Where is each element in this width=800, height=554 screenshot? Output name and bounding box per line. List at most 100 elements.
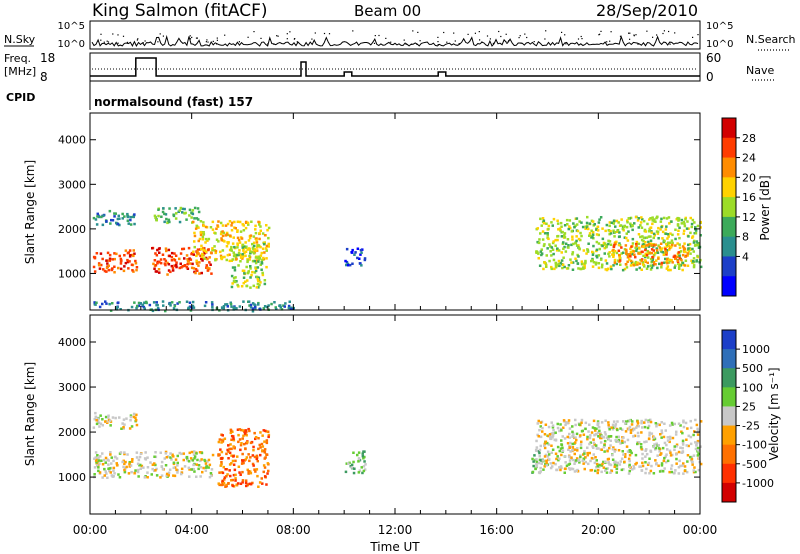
data-cell: [649, 469, 653, 473]
data-cell: [146, 456, 149, 459]
data-cell: [263, 279, 267, 282]
nsearch-point: [635, 34, 637, 36]
nsearch-point: [405, 43, 407, 45]
data-cell: [687, 247, 690, 250]
data-cell: [204, 237, 208, 241]
data-cell: [259, 225, 262, 228]
data-cell: [136, 470, 140, 474]
data-cell: [102, 268, 105, 271]
data-cell: [639, 224, 642, 227]
data-cell: [196, 207, 200, 210]
data-cell: [225, 258, 228, 262]
data-cell: [580, 221, 583, 224]
data-cell: [257, 303, 260, 306]
data-cell: [551, 436, 554, 439]
data-cell: [534, 467, 537, 471]
data-cell: [363, 460, 366, 463]
data-cell: [239, 482, 243, 485]
data-cell: [628, 425, 632, 429]
data-cell: [644, 455, 647, 458]
data-cell: [243, 272, 246, 275]
data-cell: [629, 259, 633, 263]
nsearch-tick-bottom: 10^0: [706, 39, 733, 50]
data-cell: [244, 250, 248, 253]
data-cell: [561, 449, 565, 452]
data-cell: [586, 451, 589, 455]
data-cell: [204, 469, 208, 472]
data-cell: [628, 253, 632, 256]
data-cell: [686, 454, 690, 457]
data-cell: [119, 308, 122, 311]
data-cell: [660, 263, 663, 266]
data-cell: [674, 433, 678, 436]
data-cell: [96, 215, 99, 218]
data-cell: [538, 428, 541, 432]
data-cell: [592, 244, 595, 248]
data-cell: [579, 446, 583, 450]
data-cell: [642, 219, 646, 223]
data-cell: [678, 257, 682, 260]
data-cell: [658, 423, 661, 427]
data-cell: [632, 435, 635, 438]
data-cell: [628, 465, 632, 469]
data-cell: [112, 469, 115, 472]
data-cell: [573, 462, 576, 465]
data-cell: [540, 253, 543, 257]
data-cell: [173, 466, 177, 469]
data-cell: [563, 437, 567, 440]
data-cell: [596, 225, 599, 229]
data-cell: [696, 428, 700, 432]
data-cell: [170, 301, 174, 304]
data-cell: [171, 266, 175, 270]
data-cell: [683, 469, 687, 473]
data-cell: [94, 459, 98, 462]
data-cell: [613, 463, 617, 466]
data-cell: [198, 261, 201, 264]
data-cell: [234, 473, 237, 477]
data-cell: [230, 285, 234, 289]
data-cell: [603, 460, 607, 463]
data-cell: [642, 421, 646, 424]
data-cell: [95, 461, 98, 464]
data-cell: [652, 261, 656, 264]
data-cell: [560, 466, 563, 470]
data-cell: [97, 456, 100, 460]
data-cell: [540, 252, 544, 255]
data-cell: [363, 468, 367, 471]
data-cell: [664, 228, 668, 231]
data-cell: [554, 261, 557, 265]
data-cell: [683, 224, 687, 228]
data-cell: [692, 260, 695, 263]
nsearch-point: [599, 33, 601, 35]
data-cell: [677, 266, 681, 269]
data-cell: [541, 217, 545, 220]
data-cell: [611, 423, 615, 427]
data-cell: [699, 445, 702, 448]
data-cell: [246, 279, 249, 282]
data-cell: [126, 215, 130, 218]
nsearch-point: [545, 30, 547, 32]
data-cell: [202, 246, 205, 250]
data-cell: [654, 243, 657, 246]
data-cell: [557, 259, 561, 263]
data-cell: [165, 456, 169, 459]
data-cell: [166, 273, 169, 276]
data-cell: [651, 256, 654, 259]
nsearch-point: [205, 41, 207, 43]
data-cell: [565, 218, 569, 222]
data-cell: [566, 238, 570, 241]
data-cell: [230, 259, 233, 262]
data-cell: [557, 228, 560, 231]
data-cell: [93, 270, 97, 273]
data-cell: [580, 440, 583, 444]
data-cell: [210, 474, 213, 477]
data-cell: [597, 425, 601, 429]
data-cell: [658, 470, 662, 473]
data-cell: [132, 249, 135, 252]
data-cell: [598, 218, 601, 221]
data-cell: [695, 423, 699, 427]
data-cell: [608, 251, 611, 254]
data-cell: [98, 267, 102, 270]
data-cell: [114, 416, 117, 420]
data-cell: [666, 233, 670, 236]
